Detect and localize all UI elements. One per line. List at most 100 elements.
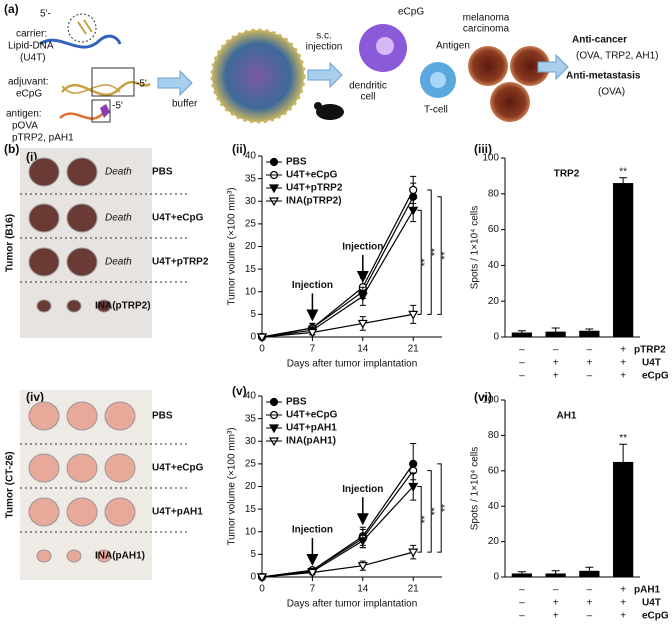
x-tick-label: 21 — [408, 584, 420, 595]
condition-sign: + — [553, 611, 559, 622]
bar — [579, 330, 600, 337]
y-tick-label: 5 — [250, 309, 256, 320]
marker — [408, 206, 419, 216]
legend-label: INA(pTRP2) — [286, 196, 342, 207]
photo-label: INA(pAH1) — [95, 551, 145, 562]
marker — [357, 292, 368, 302]
y-tick-label: 30 — [245, 196, 257, 207]
condition-sign: – — [519, 345, 525, 356]
condition-sign: + — [553, 371, 559, 382]
y-tick-label: 40 — [488, 501, 500, 512]
y-tick-label: 5 — [250, 549, 256, 560]
condition-sign: + — [586, 598, 592, 609]
scheme-text: pOVA — [12, 121, 38, 132]
tumor-photo — [28, 203, 60, 233]
photo-label: U4T+eCpG — [152, 463, 204, 474]
scheme-text: cell — [360, 92, 375, 103]
condition-name: pAH1 — [634, 585, 661, 596]
condition-sign: + — [620, 598, 626, 609]
y-tick-label: 25 — [245, 459, 257, 470]
condition-sign: – — [519, 371, 525, 382]
bar — [613, 461, 634, 577]
y-tick-label: 35 — [245, 173, 257, 184]
panel-label: (i) — [26, 150, 37, 164]
scheme-text: Anti-cancer — [572, 35, 627, 46]
marker — [408, 548, 419, 558]
scheme-text: dendritic — [349, 81, 387, 92]
condition-name: U4T — [642, 358, 661, 369]
series-line — [261, 313, 414, 338]
scheme-text: 5'- — [40, 9, 51, 20]
panel-label: (iii) — [474, 142, 492, 156]
tumor-photo — [28, 157, 60, 187]
bar — [511, 573, 532, 577]
y-tick-label: 100 — [482, 153, 499, 164]
y-tick-label: 25 — [245, 219, 257, 230]
annotation: Injection — [292, 525, 333, 536]
significance: ** — [430, 507, 441, 515]
condition-sign: – — [519, 598, 525, 609]
photo-label: INA(pTRP2) — [95, 301, 151, 312]
y-tick-label: 10 — [245, 286, 257, 297]
scheme-text: pTRP2, pAH1 — [12, 133, 74, 144]
significance: ** — [420, 258, 431, 266]
condition-sign: + — [553, 598, 559, 609]
scheme-text: -5' — [136, 79, 147, 90]
y-tick-label: 30 — [245, 436, 257, 447]
scheme-text: injection — [306, 42, 343, 53]
error-bar — [551, 570, 560, 574]
marker — [357, 319, 368, 329]
condition-sign: + — [620, 585, 626, 596]
error-bar — [619, 443, 628, 462]
x-tick-label: 0 — [259, 584, 265, 595]
x-tick-label: 7 — [310, 344, 316, 355]
y-tick-label: 20 — [245, 241, 257, 252]
series-line — [261, 189, 414, 338]
annotation: Injection — [342, 484, 383, 495]
marker — [307, 328, 318, 338]
tumor-photo — [104, 453, 136, 483]
series-line — [261, 196, 414, 338]
series-line — [261, 486, 414, 578]
y-tick-label: 20 — [488, 536, 500, 547]
tumor-photo — [66, 497, 98, 527]
tumor-photo — [28, 401, 60, 431]
y-tick-label: 80 — [488, 430, 500, 441]
photo-note: Death — [105, 257, 132, 268]
x-tick-label: 14 — [357, 344, 369, 355]
condition-name: U4T — [642, 598, 661, 609]
panel-label: (v) — [232, 384, 247, 398]
scheme-text: antigen: — [6, 109, 42, 120]
y-axis-label: Tumor volume (×100 mm³) — [227, 427, 238, 545]
tumor-photo — [66, 157, 98, 187]
scheme-text: melanoma — [463, 13, 510, 24]
scheme-text: adjuvant: — [8, 77, 49, 88]
tumor-photo — [96, 299, 112, 313]
legend-label: PBS — [286, 157, 307, 168]
significance-bracket — [427, 470, 432, 553]
scheme-text: carrier: — [16, 29, 47, 40]
scheme-text: Lipid-DNA — [8, 41, 54, 52]
tumor-photo — [104, 401, 136, 431]
scheme-text: (OVA) — [598, 87, 625, 98]
scheme-text: Antigen — [436, 41, 470, 52]
tumor-photo — [66, 453, 98, 483]
tumor-photo — [28, 453, 60, 483]
photo-label: PBS — [152, 167, 173, 178]
condition-sign: – — [519, 358, 525, 369]
photo-note: Death — [105, 213, 132, 224]
error-bar — [585, 566, 594, 571]
condition-sign: + — [620, 358, 626, 369]
condition-sign: – — [587, 345, 593, 356]
significance-bracket — [437, 196, 442, 315]
condition-name: eCpG — [642, 371, 669, 382]
y-tick-label: 60 — [488, 224, 500, 235]
tumor-photo — [28, 497, 60, 527]
condition-sign: – — [519, 611, 525, 622]
condition-sign: + — [553, 358, 559, 369]
y-tick-label: 20 — [488, 296, 500, 307]
scheme-text: buffer — [172, 99, 198, 110]
tumor-photo — [66, 247, 98, 277]
significance-bracket — [437, 463, 442, 553]
